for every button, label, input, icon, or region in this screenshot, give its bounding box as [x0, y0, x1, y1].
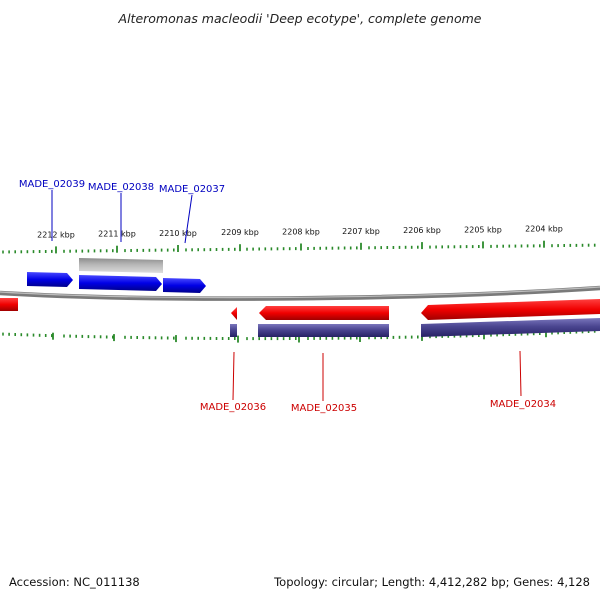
reverse-gene-arrow-made-02035[interactable] [259, 306, 389, 320]
reverse-feature-purple-a [230, 324, 237, 337]
reverse-feature-purple-c [421, 318, 600, 337]
gene-label-made-02039[interactable]: MADE_02039 [19, 179, 85, 190]
forward-feature-grey [79, 258, 163, 273]
gene-label-made-02037[interactable]: MADE_02037 [159, 184, 225, 195]
gene-label-made-02038[interactable]: MADE_02038 [88, 182, 154, 193]
topology-text: Topology: circular; Length: 4,412,282 bp… [273, 575, 590, 589]
forward-gene-arrow-made-02037[interactable] [163, 278, 206, 293]
reverse-gene-arrow-made-02036[interactable] [231, 307, 237, 320]
gene-label-made-02036[interactable]: MADE_02036 [200, 402, 266, 413]
accession-text: Accession: NC_011138 [9, 575, 140, 589]
reverse-gene-arrow-left-edge[interactable] [0, 298, 18, 311]
genome-backbone [0, 285, 600, 301]
leader-line-made-02036 [232, 351, 235, 401]
scale-label: 2205 kbp [464, 225, 502, 234]
outer-tick-ring [2, 240, 596, 254]
reverse-feature-purple-b [258, 324, 389, 337]
forward-gene-arrow-made-02038[interactable] [79, 275, 162, 291]
gene-label-made-02035[interactable]: MADE_02035 [291, 403, 357, 414]
inner-tick-ring [2, 329, 596, 343]
gene-label-made-02034[interactable]: MADE_02034 [490, 399, 556, 410]
scale-label: 2206 kbp [403, 226, 441, 235]
scale-label: 2210 kbp [159, 229, 197, 238]
genome-backbone-highlight [0, 286, 600, 299]
leader-line-made-02037 [184, 194, 193, 244]
scale-label: 2212 kbp [37, 230, 75, 239]
forward-gene-arrow-made-02039[interactable] [27, 272, 73, 287]
scale-label: 2207 kbp [342, 227, 380, 236]
scale-label: 2208 kbp [282, 228, 320, 237]
genome-title: Alteromonas macleodii 'Deep ecotype', co… [118, 11, 482, 26]
scale-labels: 2212 kbp 2211 kbp 2210 kbp 2209 kbp 2208 kbp… [37, 225, 563, 240]
scale-label: 2209 kbp [221, 228, 259, 237]
scale-label: 2204 kbp [525, 225, 563, 234]
leader-line-made-02034 [519, 350, 522, 397]
scale-label: 2211 kbp [98, 230, 136, 239]
reverse-gene-arrow-made-02034[interactable] [421, 299, 600, 320]
